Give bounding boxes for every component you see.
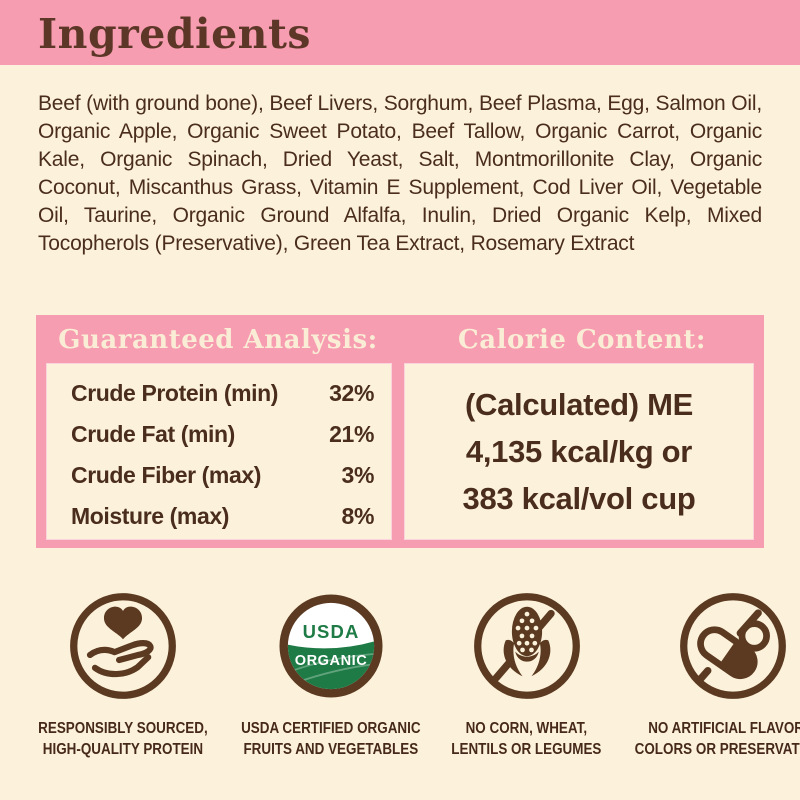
- calorie-line-1: (Calculated) ME: [464, 387, 694, 422]
- badge-caption-line: COLORS OR PRESERVATIVES: [634, 741, 800, 758]
- badge-row: RESPONSIBLY SOURCED, HIGH-QUALITY PROTEI…: [22, 590, 800, 760]
- analysis-label: Crude Fiber (max): [71, 462, 262, 488]
- badge-caption: NO ARTIFICIAL FLAVORS, COLORS OR PRESERV…: [635, 718, 800, 760]
- analysis-label: Moisture (max): [71, 503, 229, 529]
- analysis-label: Crude Fat (min): [71, 421, 235, 447]
- no-pills-icon: [679, 593, 786, 699]
- badge-no-additives: NO ARTIFICIAL FLAVORS, COLORS OR PRESERV…: [616, 590, 800, 760]
- calorie-line-2: 4,135 kcal/kg or: [465, 434, 693, 469]
- usda-seal-top-text: USDA: [302, 621, 359, 642]
- badge-caption-line: NO ARTIFICIAL FLAVORS,: [648, 720, 800, 737]
- badge-caption-line: USDA CERTIFIED ORGANIC: [240, 720, 421, 737]
- calorie-content-title: Calorie Content:: [458, 325, 706, 355]
- ingredients-text: Beef (with ground bone), Beef Livers, So…: [38, 92, 762, 255]
- analysis-row-moisture: Moisture (max) 8%: [71, 496, 374, 537]
- calorie-content-box: (Calculated) ME 4,135 kcal/kg or 383 kca…: [404, 363, 754, 540]
- guaranteed-analysis-title: Guaranteed Analysis:: [58, 325, 378, 355]
- panel-title-row: Guaranteed Analysis: Calorie Content:: [36, 315, 764, 363]
- badge-caption: USDA CERTIFIED ORGANIC FRUITS AND VEGETA…: [241, 718, 420, 760]
- analysis-label: Crude Protein (min): [71, 380, 279, 406]
- page-title: Ingredients: [38, 10, 312, 58]
- analysis-row-fiber: Crude Fiber (max) 3%: [71, 455, 374, 496]
- analysis-value: 21%: [329, 421, 374, 447]
- badge-protein: RESPONSIBLY SOURCED, HIGH-QUALITY PROTEI…: [22, 590, 224, 760]
- badge-caption: RESPONSIBLY SOURCED, HIGH-QUALITY PROTEI…: [38, 718, 208, 760]
- analysis-row-protein: Crude Protein (min) 32%: [71, 373, 374, 414]
- no-corn-icon: [473, 593, 580, 699]
- hand-heart-icon: [69, 593, 176, 699]
- guaranteed-analysis-table: Crude Protein (min) 32% Crude Fat (min) …: [46, 363, 392, 540]
- analysis-row-fat: Crude Fat (min) 21%: [71, 414, 374, 455]
- usda-organic-badge: USDA ORGANIC: [279, 594, 383, 698]
- analysis-value: 8%: [341, 503, 375, 529]
- calorie-line-3: 383 kcal/vol cup: [462, 481, 696, 516]
- header-band: [0, 0, 800, 65]
- analysis-value: 32%: [329, 380, 374, 406]
- badge-caption-line: HIGH-QUALITY PROTEIN: [42, 741, 204, 758]
- badge-caption: NO CORN, WHEAT, LENTILS OR LEGUMES: [452, 718, 602, 760]
- badge-usda: USDA ORGANIC USDA CERTIFIED ORGANIC FRUI…: [224, 590, 438, 760]
- badge-caption-line: LENTILS OR LEGUMES: [451, 741, 602, 758]
- analysis-value: 3%: [341, 462, 375, 488]
- badge-caption-line: NO CORN, WHEAT,: [466, 720, 588, 737]
- analysis-panel: Guaranteed Analysis: Calorie Content: Cr…: [36, 315, 764, 548]
- badge-caption-line: RESPONSIBLY SOURCED,: [38, 720, 208, 737]
- badge-no-grain: NO CORN, WHEAT, LENTILS OR LEGUMES: [437, 590, 616, 760]
- usda-seal-bottom-text: ORGANIC: [294, 653, 367, 669]
- badge-caption-line: FRUITS AND VEGETABLES: [243, 741, 419, 758]
